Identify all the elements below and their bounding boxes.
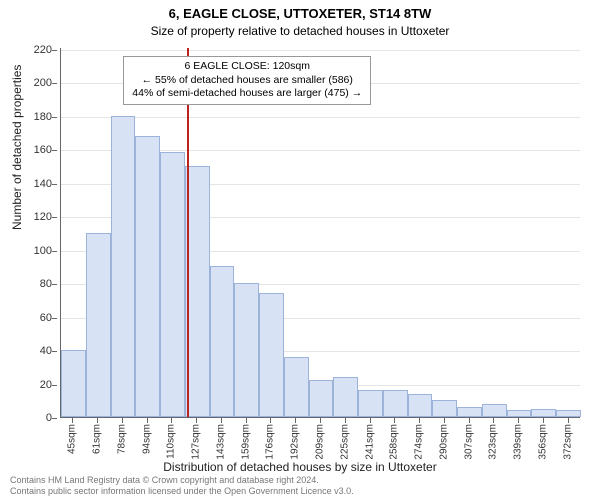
x-tick-label: 290sqm <box>438 424 449 460</box>
x-tick-label: 45sqm <box>67 424 78 454</box>
y-tick-label: 140 <box>2 178 52 190</box>
histogram-bar <box>210 266 235 417</box>
x-axis-label: Distribution of detached houses by size … <box>0 460 600 474</box>
histogram-bar <box>482 404 507 417</box>
info-line-2: ← 55% of detached houses are smaller (58… <box>132 74 362 88</box>
x-tick-label: 61sqm <box>92 424 103 454</box>
footer-line-2: Contains public sector information licen… <box>10 486 354 497</box>
x-tick-label: 258sqm <box>389 424 400 460</box>
chart-title-line1: 6, EAGLE CLOSE, UTTOXETER, ST14 8TW <box>0 6 600 21</box>
x-tick-label: 307sqm <box>463 424 474 460</box>
y-tick-label: 220 <box>2 44 52 56</box>
x-tick-label: 372sqm <box>562 424 573 460</box>
x-tick-label: 176sqm <box>265 424 276 460</box>
histogram-bar <box>556 410 581 417</box>
y-tick-label: 180 <box>2 111 52 123</box>
x-tick-label: 356sqm <box>537 424 548 460</box>
histogram-bar <box>111 116 136 417</box>
histogram-bar <box>333 377 358 417</box>
y-tick-label: 0 <box>2 412 52 424</box>
x-tick-label: 323sqm <box>488 424 499 460</box>
footer-line-1: Contains HM Land Registry data © Crown c… <box>10 475 354 486</box>
grid-line <box>61 50 580 51</box>
histogram-bar <box>432 400 457 417</box>
x-tick-label: 225sqm <box>339 424 350 460</box>
x-tick-label: 339sqm <box>513 424 524 460</box>
histogram-bar <box>234 283 259 417</box>
grid-line <box>61 117 580 118</box>
y-tick-label: 60 <box>2 312 52 324</box>
y-tick-label: 40 <box>2 345 52 357</box>
histogram-bar <box>457 407 482 417</box>
histogram-bar <box>160 152 185 417</box>
x-tick-label: 274sqm <box>414 424 425 460</box>
x-tick-label: 110sqm <box>166 424 177 459</box>
x-tick-label: 209sqm <box>315 424 326 460</box>
y-tick-label: 120 <box>2 211 52 223</box>
y-tick-label: 100 <box>2 245 52 257</box>
reference-info-box: 6 EAGLE CLOSE: 120sqm ← 55% of detached … <box>123 56 371 105</box>
x-tick-label: 127sqm <box>191 424 202 460</box>
y-tick-label: 200 <box>2 77 52 89</box>
x-tick-label: 143sqm <box>215 424 226 460</box>
x-tick-label: 192sqm <box>290 424 301 460</box>
histogram-bar <box>309 380 334 417</box>
histogram-bar <box>358 390 383 417</box>
histogram-bar <box>86 233 111 417</box>
plot-area: 6 EAGLE CLOSE: 120sqm ← 55% of detached … <box>60 48 580 418</box>
histogram-bar <box>383 390 408 417</box>
histogram-bar <box>284 357 309 417</box>
chart-title-line2: Size of property relative to detached ho… <box>0 24 600 38</box>
x-tick-label: 78sqm <box>116 424 127 454</box>
y-tick-label: 80 <box>2 278 52 290</box>
histogram-bar <box>61 350 86 417</box>
info-line-1: 6 EAGLE CLOSE: 120sqm <box>132 60 362 74</box>
footer-attribution: Contains HM Land Registry data © Crown c… <box>10 475 354 497</box>
histogram-bar <box>531 409 556 417</box>
x-tick-labels: 45sqm 61sqm 78sqm 94sqm 110sqm 127sqm 143sqm 15… <box>60 420 580 460</box>
histogram-bar <box>259 293 284 417</box>
chart-container: 6, EAGLE CLOSE, UTTOXETER, ST14 8TW Size… <box>0 0 600 500</box>
y-tick-label: 20 <box>2 379 52 391</box>
x-tick-label: 159sqm <box>240 424 251 460</box>
histogram-bar <box>507 410 532 417</box>
x-tick-label: 94sqm <box>141 424 152 454</box>
histogram-bar <box>135 136 160 417</box>
x-tick-label: 241sqm <box>364 424 375 460</box>
y-tick-label: 160 <box>2 144 52 156</box>
info-line-3: 44% of semi-detached houses are larger (… <box>132 87 362 101</box>
y-tick-labels: 020406080100120140160180200220 <box>0 48 56 418</box>
histogram-bar <box>408 394 433 417</box>
